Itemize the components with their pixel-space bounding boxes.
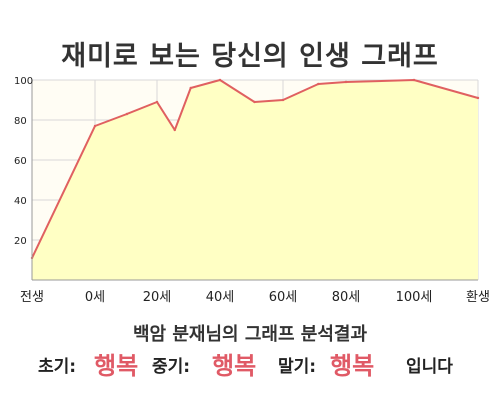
x-tick-label: 0세 xyxy=(85,290,105,305)
y-tick-label: 20 xyxy=(14,236,27,247)
analysis-subtitle: 백암 분재님의 그래프 분석결과 xyxy=(132,324,368,345)
x-tick-label: 40세 xyxy=(206,290,235,305)
data-point xyxy=(476,96,480,100)
early-label: 초기: xyxy=(38,357,77,377)
data-point xyxy=(173,128,176,132)
x-tick-label: 전생 xyxy=(20,290,44,305)
y-tick-label: 60 xyxy=(14,156,27,167)
x-tick-label: 20세 xyxy=(143,290,172,305)
data-point xyxy=(218,78,222,82)
data-point xyxy=(125,112,129,116)
late-value: 행복 xyxy=(330,352,375,380)
data-point xyxy=(93,124,97,128)
analysis-summary: 초기: 행복 중기: 행복 말기: 행복 입니다 xyxy=(0,350,500,380)
late-label: 말기: xyxy=(278,357,317,377)
data-point xyxy=(412,78,416,82)
data-point xyxy=(317,82,320,86)
y-tick-label: 40 xyxy=(14,196,27,207)
x-tick-label: 환생 xyxy=(466,290,490,305)
data-point xyxy=(344,80,348,84)
y-tick-label: 100 xyxy=(14,76,33,87)
early-value: 행복 xyxy=(94,352,139,380)
middle-label: 중기: xyxy=(152,357,191,377)
data-point xyxy=(253,100,256,104)
data-point xyxy=(155,100,159,104)
x-tick-label: 100세 xyxy=(396,290,433,305)
data-point xyxy=(189,86,192,90)
data-point xyxy=(281,98,285,102)
y-tick-label: 80 xyxy=(14,116,27,127)
series-area xyxy=(32,80,478,280)
chart-title: 재미로 보는 당신의 인생 그래프 xyxy=(61,41,439,72)
closing-text: 입니다 xyxy=(406,357,453,377)
x-tick-label: 80세 xyxy=(332,290,361,305)
x-tick-label: 60세 xyxy=(269,290,298,305)
middle-value: 행복 xyxy=(212,352,257,380)
